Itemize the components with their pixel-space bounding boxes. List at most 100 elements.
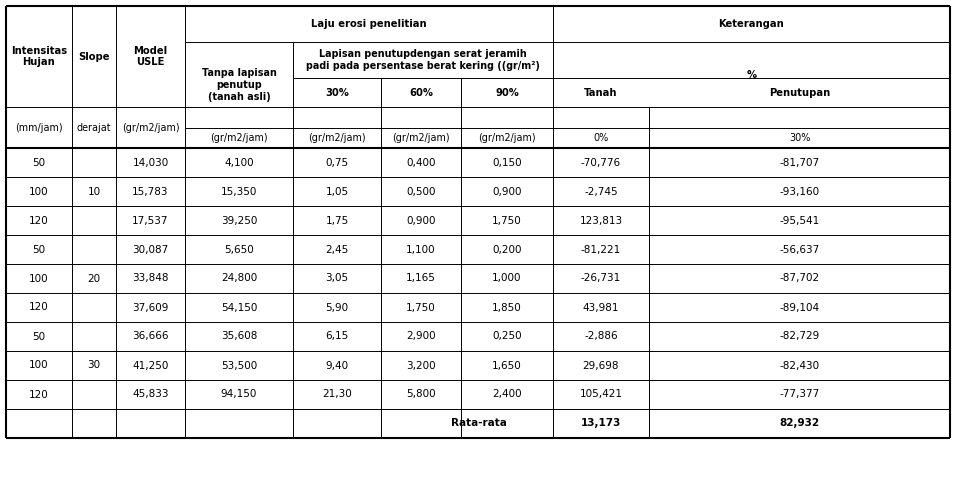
Text: 3,05: 3,05 xyxy=(325,273,349,283)
Text: -89,104: -89,104 xyxy=(779,303,819,313)
Text: (mm/jam): (mm/jam) xyxy=(15,122,63,132)
Text: 1,000: 1,000 xyxy=(492,273,522,283)
Text: 1,100: 1,100 xyxy=(406,245,436,254)
Text: (gr/m2/jam): (gr/m2/jam) xyxy=(308,133,366,143)
Text: 39,250: 39,250 xyxy=(221,216,257,226)
Text: 5,800: 5,800 xyxy=(406,390,436,400)
Text: 1,05: 1,05 xyxy=(325,186,349,196)
Text: 30%: 30% xyxy=(325,87,349,98)
Text: Tanah: Tanah xyxy=(584,87,618,98)
Text: Rata-rata: Rata-rata xyxy=(451,419,507,428)
Text: 30: 30 xyxy=(87,360,100,370)
Text: 0%: 0% xyxy=(594,133,609,143)
Text: 123,813: 123,813 xyxy=(579,216,622,226)
Text: (gr/m2/jam): (gr/m2/jam) xyxy=(392,133,450,143)
Text: -82,729: -82,729 xyxy=(779,332,819,341)
Text: 100: 100 xyxy=(30,273,49,283)
Text: 1,750: 1,750 xyxy=(406,303,436,313)
Text: %: % xyxy=(747,69,756,79)
Text: 0,75: 0,75 xyxy=(325,157,349,167)
Text: Tanpa lapisan
penutup
(tanah asli): Tanpa lapisan penutup (tanah asli) xyxy=(202,68,276,102)
Text: 3,200: 3,200 xyxy=(406,360,436,370)
Text: 50: 50 xyxy=(33,157,46,167)
Text: Intensitas
Hujan: Intensitas Hujan xyxy=(11,46,67,67)
Text: -93,160: -93,160 xyxy=(779,186,819,196)
Text: 6,15: 6,15 xyxy=(325,332,349,341)
Text: 2,400: 2,400 xyxy=(492,390,522,400)
Text: 105,421: 105,421 xyxy=(579,390,622,400)
Text: 45,833: 45,833 xyxy=(132,390,169,400)
Text: 5,650: 5,650 xyxy=(224,245,254,254)
Text: 120: 120 xyxy=(29,303,49,313)
Text: 13,173: 13,173 xyxy=(581,419,621,428)
Text: 41,250: 41,250 xyxy=(132,360,168,370)
Text: 30%: 30% xyxy=(789,133,810,143)
Text: 1,75: 1,75 xyxy=(325,216,349,226)
Text: -81,221: -81,221 xyxy=(581,245,621,254)
Text: 100: 100 xyxy=(30,360,49,370)
Text: (gr/m2/jam): (gr/m2/jam) xyxy=(478,133,535,143)
Text: 35,608: 35,608 xyxy=(221,332,257,341)
Text: -81,707: -81,707 xyxy=(779,157,819,167)
Text: 1,850: 1,850 xyxy=(492,303,522,313)
Text: 54,150: 54,150 xyxy=(221,303,257,313)
Text: 0,900: 0,900 xyxy=(492,186,522,196)
Text: 50: 50 xyxy=(33,245,46,254)
Text: -26,731: -26,731 xyxy=(581,273,621,283)
Text: 0,150: 0,150 xyxy=(492,157,522,167)
Text: 94,150: 94,150 xyxy=(221,390,257,400)
Text: 33,848: 33,848 xyxy=(132,273,169,283)
Text: -87,702: -87,702 xyxy=(779,273,819,283)
Text: 120: 120 xyxy=(29,216,49,226)
Text: -77,377: -77,377 xyxy=(779,390,819,400)
Text: 14,030: 14,030 xyxy=(132,157,168,167)
Text: 30,087: 30,087 xyxy=(132,245,168,254)
Text: 9,40: 9,40 xyxy=(325,360,349,370)
Text: -56,637: -56,637 xyxy=(779,245,819,254)
Text: -2,886: -2,886 xyxy=(584,332,618,341)
Text: 0,250: 0,250 xyxy=(492,332,522,341)
Text: 1,165: 1,165 xyxy=(406,273,436,283)
Text: 15,350: 15,350 xyxy=(221,186,257,196)
Text: 0,200: 0,200 xyxy=(492,245,522,254)
Text: 50: 50 xyxy=(33,332,46,341)
Text: -82,430: -82,430 xyxy=(779,360,819,370)
Text: Model
USLE: Model USLE xyxy=(134,46,167,67)
Text: 82,932: 82,932 xyxy=(779,419,819,428)
Text: 15,783: 15,783 xyxy=(132,186,169,196)
Text: -95,541: -95,541 xyxy=(779,216,819,226)
Text: Keterangan: Keterangan xyxy=(719,19,784,29)
Text: 5,90: 5,90 xyxy=(325,303,349,313)
Text: -2,745: -2,745 xyxy=(584,186,618,196)
Text: 120: 120 xyxy=(29,390,49,400)
Text: Lapisan penutupdengan serat jeramih
padi pada persentase berat kering ((gr/m²): Lapisan penutupdengan serat jeramih padi… xyxy=(306,49,540,71)
Text: 37,609: 37,609 xyxy=(132,303,168,313)
Text: 36,666: 36,666 xyxy=(132,332,169,341)
Text: 2,900: 2,900 xyxy=(406,332,436,341)
Text: (gr/m2/jam): (gr/m2/jam) xyxy=(121,122,180,132)
Text: 17,537: 17,537 xyxy=(132,216,169,226)
Text: Penutupan: Penutupan xyxy=(769,87,830,98)
Text: 100: 100 xyxy=(30,186,49,196)
Text: 4,100: 4,100 xyxy=(225,157,253,167)
Text: 21,30: 21,30 xyxy=(322,390,352,400)
Text: 20: 20 xyxy=(87,273,100,283)
Text: (gr/m2/jam): (gr/m2/jam) xyxy=(210,133,268,143)
Text: Laju erosi penelitian: Laju erosi penelitian xyxy=(312,19,426,29)
Text: 90%: 90% xyxy=(495,87,519,98)
Text: Slope: Slope xyxy=(78,52,110,62)
Text: 0,900: 0,900 xyxy=(406,216,436,226)
Text: 2,45: 2,45 xyxy=(325,245,349,254)
Text: 43,981: 43,981 xyxy=(583,303,619,313)
Text: 10: 10 xyxy=(87,186,100,196)
Text: 53,500: 53,500 xyxy=(221,360,257,370)
Text: 24,800: 24,800 xyxy=(221,273,257,283)
Text: derajat: derajat xyxy=(76,122,111,132)
Text: 0,500: 0,500 xyxy=(406,186,436,196)
Text: 29,698: 29,698 xyxy=(583,360,619,370)
Text: -70,776: -70,776 xyxy=(581,157,621,167)
Text: 0,400: 0,400 xyxy=(406,157,436,167)
Text: 60%: 60% xyxy=(409,87,433,98)
Text: 1,650: 1,650 xyxy=(492,360,522,370)
Text: 1,750: 1,750 xyxy=(492,216,522,226)
